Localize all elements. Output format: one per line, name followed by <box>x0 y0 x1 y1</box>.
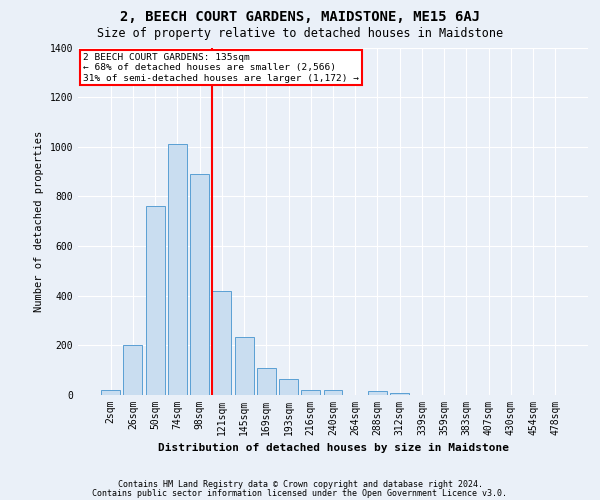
Text: Size of property relative to detached houses in Maidstone: Size of property relative to detached ho… <box>97 28 503 40</box>
Bar <box>390 392 409 395</box>
Bar <box>301 390 320 395</box>
Bar <box>368 392 387 395</box>
Bar <box>146 206 164 395</box>
Text: Contains HM Land Registry data © Crown copyright and database right 2024.: Contains HM Land Registry data © Crown c… <box>118 480 482 489</box>
Bar <box>279 379 298 395</box>
Bar <box>323 390 343 395</box>
Bar <box>168 144 187 395</box>
Text: 2 BEECH COURT GARDENS: 135sqm
← 68% of detached houses are smaller (2,566)
31% o: 2 BEECH COURT GARDENS: 135sqm ← 68% of d… <box>83 52 359 82</box>
Text: 2, BEECH COURT GARDENS, MAIDSTONE, ME15 6AJ: 2, BEECH COURT GARDENS, MAIDSTONE, ME15 … <box>120 10 480 24</box>
Bar <box>235 336 254 395</box>
Text: Contains public sector information licensed under the Open Government Licence v3: Contains public sector information licen… <box>92 490 508 498</box>
X-axis label: Distribution of detached houses by size in Maidstone: Distribution of detached houses by size … <box>157 444 509 454</box>
Bar <box>212 291 231 395</box>
Bar <box>124 346 142 395</box>
Bar <box>257 368 276 395</box>
Y-axis label: Number of detached properties: Number of detached properties <box>34 130 44 312</box>
Bar <box>190 174 209 395</box>
Bar <box>101 390 120 395</box>
